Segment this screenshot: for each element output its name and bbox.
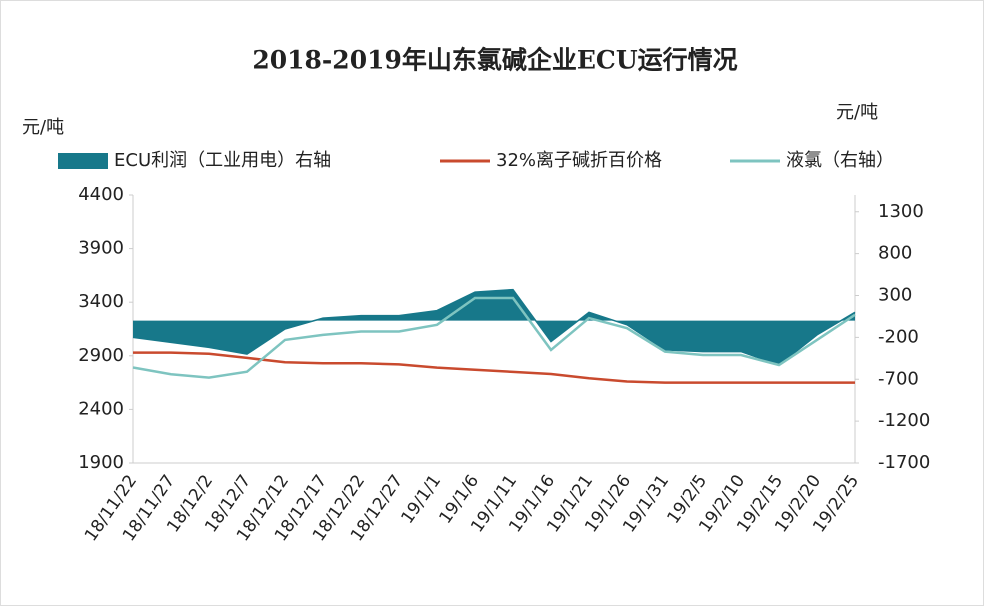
legend-label: ECU利润（工业用电）右轴 <box>114 150 331 171</box>
y-tick-label: 1900 <box>78 452 124 473</box>
y2-tick-label: 800 <box>878 243 912 264</box>
chart-title: 2018-2019年山东氯碱企业ECU运行情况 <box>252 46 737 75</box>
area <box>133 289 855 365</box>
y2-tick-label: 300 <box>878 285 912 306</box>
line <box>133 351 855 384</box>
legend-swatch <box>58 153 108 169</box>
y2-tick-label: -700 <box>878 368 919 389</box>
y2-tick-label: 1300 <box>878 201 924 222</box>
legend-label: 液氯（右轴） <box>786 150 894 171</box>
y-tick-label: 2900 <box>78 345 124 366</box>
y2-axis-label: 元/吨 <box>836 102 878 123</box>
y-axis-label: 元/吨 <box>22 117 64 138</box>
line <box>132 288 856 366</box>
y-tick-label: 4400 <box>78 184 124 205</box>
y-tick-label: 3900 <box>78 238 124 259</box>
legend-label: 32%离子碱折百价格 <box>496 150 662 171</box>
y2-tick-label: -1700 <box>878 452 930 473</box>
y-tick-label: 2400 <box>78 398 124 419</box>
y2-tick-label: -200 <box>878 326 919 347</box>
y-tick-label: 3400 <box>78 291 124 312</box>
y2-tick-label: -1200 <box>878 410 930 431</box>
line <box>132 296 856 379</box>
